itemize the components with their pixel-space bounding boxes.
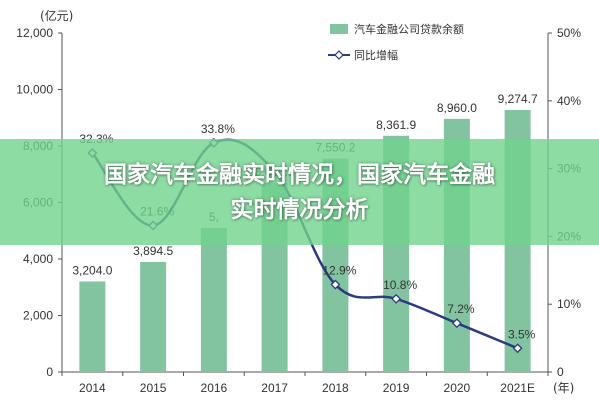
left-axis-tick-label: 4,000 — [23, 252, 53, 266]
line-point — [512, 343, 523, 354]
line-point — [391, 293, 402, 304]
bar — [140, 261, 167, 372]
left-axis-tick-label: 12,000 — [16, 26, 53, 40]
bar-data-label: 8,361.9 — [376, 118, 416, 132]
right-axis-tick-label: 50% — [557, 26, 581, 40]
bar-data-label: 3,204.0 — [72, 263, 112, 277]
legend-bar-label: 汽车金融公司贷款余额 — [354, 22, 464, 36]
x-axis-tick-label: 2020 — [444, 381, 471, 395]
x-axis-tick-label: 2014 — [79, 381, 106, 395]
left-axis-tick-label: 2,000 — [23, 309, 53, 323]
legend-bar-swatch — [330, 24, 348, 34]
banner-title-line-1: 国家汽车金融实时情况，国家汽车金融 — [104, 162, 495, 188]
bar — [200, 227, 227, 372]
banner-title: 国家汽车金融实时情况，国家汽车金融 实时情况分析 — [0, 158, 599, 228]
line-data-label: 3.5% — [508, 327, 536, 341]
line-point — [451, 318, 462, 329]
bar-data-label: 8,960.0 — [437, 101, 477, 115]
title-banner — [0, 139, 599, 245]
right-axis-tick-label: 0 — [557, 365, 564, 379]
line-data-label: 33.8% — [201, 122, 235, 136]
x-axis-tick-label: 2017 — [261, 381, 288, 395]
right-axis-tick-label: 10% — [557, 297, 581, 311]
left-axis-unit: (亿元) — [40, 8, 73, 23]
x-axis-tick-label: 2018 — [322, 381, 349, 395]
line-point — [330, 279, 341, 290]
x-axis-tick-label: 2019 — [383, 381, 410, 395]
bar — [79, 281, 106, 372]
bar-data-label: 3,894.5 — [133, 244, 173, 258]
legend-line-marker — [334, 50, 344, 60]
left-axis-tick-label: 10,000 — [16, 83, 53, 97]
x-axis-tick-label: 2021E — [500, 381, 535, 395]
bar-data-label: 9,274.7 — [498, 92, 538, 106]
line-data-label: 10.8% — [383, 278, 417, 292]
x-axis-unit: (年) — [553, 381, 574, 395]
line-data-label: 12.9% — [322, 264, 356, 278]
x-axis-tick-label: 2016 — [201, 381, 228, 395]
line-data-label: 7.2% — [447, 302, 475, 316]
banner-title-line-2: 实时情况分析 — [230, 197, 369, 223]
left-axis-tick-label: 0 — [46, 365, 53, 379]
legend-line-label: 同比增幅 — [354, 48, 398, 62]
x-axis-tick-label: 2015 — [140, 381, 167, 395]
right-axis-tick-label: 40% — [557, 94, 581, 108]
